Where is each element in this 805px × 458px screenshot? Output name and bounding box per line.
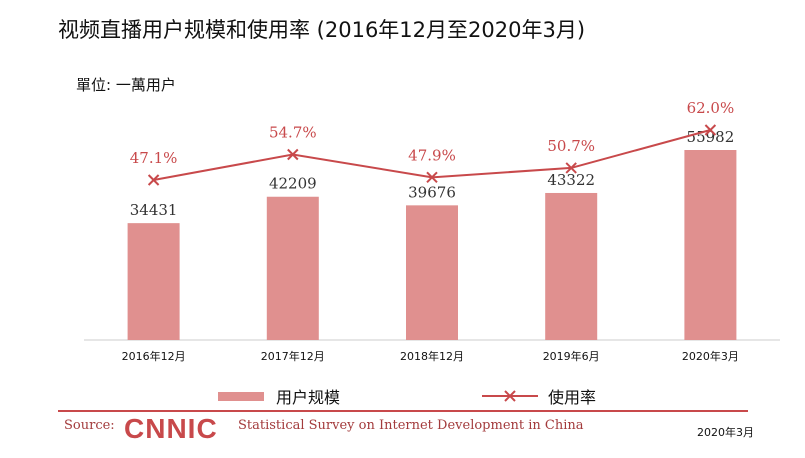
bar-value-label: 39676	[408, 183, 456, 201]
line-point	[426, 171, 438, 184]
bar-value-label: 42209	[269, 175, 317, 193]
line-value-label: 62.0%	[687, 99, 735, 117]
line-point	[287, 148, 299, 161]
bar	[684, 150, 737, 340]
survey-text: Statistical Survey on Internet Developme…	[238, 418, 584, 433]
x-tick-label: 2018年12月	[400, 349, 464, 363]
bar	[127, 223, 180, 340]
cnnic-logo: CNNIC	[124, 413, 218, 444]
legend-bar-swatch	[218, 391, 264, 401]
chart-title: 视频直播用户规模和使用率 (2016年12月至2020年3月)	[58, 18, 586, 42]
legend-line: 使用率	[482, 384, 596, 408]
legend-line-swatch	[482, 390, 538, 402]
x-tick-label: 2016年12月	[122, 349, 186, 363]
footer-divider	[58, 410, 748, 412]
line-value-label: 47.9%	[408, 146, 456, 164]
line-value-label: 50.7%	[547, 137, 595, 155]
bar-value-label: 34431	[130, 201, 178, 219]
bar	[545, 192, 598, 340]
x-tick-label: 2020年3月	[682, 349, 739, 363]
unit-label: 單位: 一萬用户	[76, 76, 176, 94]
bar-value-label: 43322	[547, 171, 595, 189]
x-tick-label: 2017年12月	[261, 349, 325, 363]
bar	[406, 205, 458, 340]
bar	[266, 196, 319, 340]
footer-date: 2020年3月	[697, 426, 754, 439]
x-tick-label: 2019年6月	[543, 349, 600, 363]
line-value-label: 47.1%	[130, 149, 178, 167]
line-value-label: 54.7%	[269, 123, 317, 141]
legend-bar-label: 用户规模	[276, 388, 341, 407]
source-label: Source:	[64, 418, 115, 433]
line-point	[147, 174, 160, 186]
line-point	[704, 124, 717, 136]
line-point	[565, 162, 577, 174]
legend-bar: 用户规模	[218, 384, 340, 408]
legend-line-label: 使用率	[548, 388, 597, 407]
